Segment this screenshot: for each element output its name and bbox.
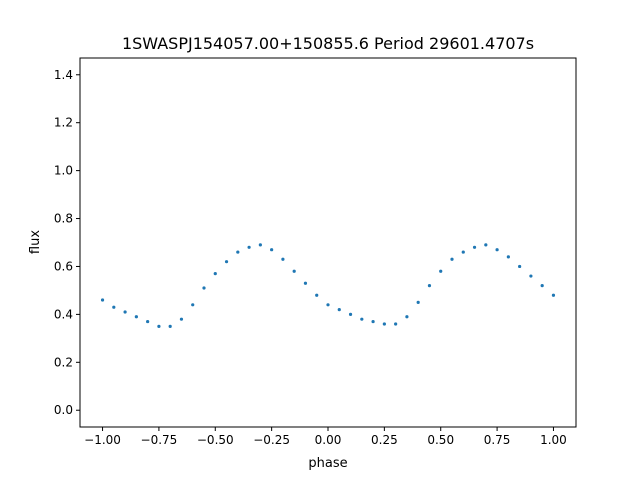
data-point — [213, 272, 217, 276]
data-point — [416, 300, 420, 305]
y-tick-label: 0.2 — [54, 355, 73, 369]
data-point — [394, 322, 398, 326]
x-tick-label: 1.00 — [540, 433, 567, 447]
x-tick-label: −0.25 — [253, 433, 290, 447]
data-point — [337, 307, 341, 312]
data-point — [224, 260, 229, 264]
y-tick-label: 1.4 — [54, 68, 73, 82]
data-point — [281, 257, 285, 261]
data-point — [348, 312, 353, 316]
y-axis-ticks: 0.0 0.2 0.4 0.6 0.8 1.0 1.2 1.4 — [54, 68, 80, 417]
data-points — [100, 243, 556, 328]
data-point — [450, 257, 454, 261]
data-point — [506, 255, 510, 259]
data-point — [236, 250, 240, 254]
data-point — [529, 274, 533, 278]
data-point — [134, 315, 138, 319]
y-tick-label: 0.4 — [54, 307, 73, 321]
data-point — [112, 305, 116, 309]
chart-title: 1SWASPJ154057.00+150855.6 Period 29601.4… — [122, 34, 534, 53]
data-point — [315, 293, 319, 297]
x-tick-label: 0.50 — [427, 433, 454, 447]
y-tick-label: 0.8 — [54, 212, 73, 226]
y-tick-label: 0.6 — [54, 259, 73, 273]
data-point — [100, 298, 105, 302]
data-point — [371, 319, 375, 324]
data-point — [382, 322, 386, 326]
data-point — [439, 269, 443, 273]
data-point — [326, 303, 330, 307]
x-tick-label: −0.50 — [197, 433, 234, 447]
data-point — [191, 303, 195, 307]
data-point — [202, 286, 206, 290]
x-axis-ticks: −1.00 −0.75 −0.50 −0.25 0.00 0.25 0.50 0.75 1.00 — [84, 427, 567, 447]
x-tick-label: 0.00 — [315, 433, 342, 447]
data-point — [270, 248, 274, 252]
y-tick-label: 1.2 — [54, 116, 73, 130]
y-tick-label: 0.0 — [54, 403, 73, 417]
data-point — [360, 317, 364, 321]
data-point — [551, 293, 556, 297]
x-axis-label: phase — [308, 456, 347, 471]
data-point — [495, 248, 499, 252]
x-tick-label: 0.25 — [371, 433, 398, 447]
y-tick-label: 1.0 — [54, 164, 73, 178]
data-point — [146, 319, 150, 324]
data-point — [247, 245, 251, 249]
data-point — [157, 324, 161, 328]
data-point — [405, 315, 409, 319]
x-tick-label: 0.75 — [484, 433, 511, 447]
x-tick-label: −0.75 — [141, 433, 178, 447]
data-point — [461, 250, 465, 254]
data-point — [123, 310, 127, 314]
data-point — [484, 243, 488, 247]
data-point — [427, 284, 432, 288]
data-point — [518, 264, 522, 269]
data-point — [292, 269, 296, 273]
x-tick-label: −1.00 — [84, 433, 121, 447]
data-point — [168, 324, 172, 328]
data-point — [472, 245, 477, 249]
data-point — [540, 284, 544, 288]
data-point — [179, 317, 184, 321]
data-point — [258, 243, 262, 247]
y-axis-label: flux — [28, 230, 43, 254]
data-point — [303, 281, 308, 285]
